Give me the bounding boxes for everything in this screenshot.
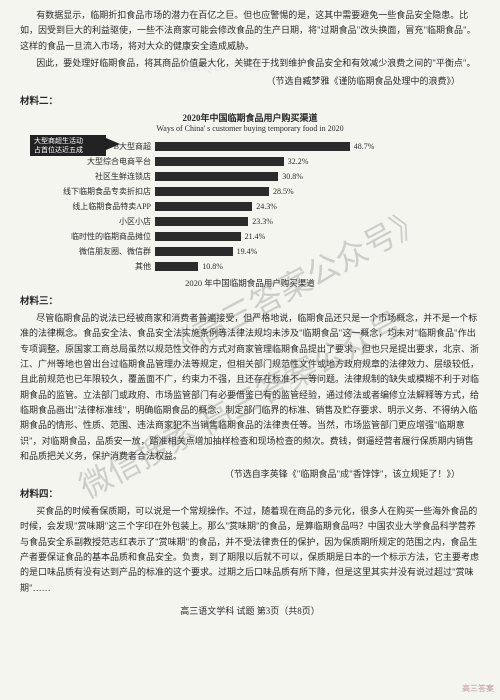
corner-watermark: 高三答案 (462, 683, 494, 694)
chart-bar (155, 217, 248, 226)
intro-p1: 有数据显示，临期折扣食品市场的潜力在百亿之巨。但也应警惕的是，这其中需要避免一些… (20, 8, 480, 54)
section3-cite: （节选自李英锋《"临期食品"成"香饽饽"，该立规矩了！》） (20, 467, 460, 480)
chart-label: 社区生鲜连锁店 (50, 171, 155, 182)
chart-bar (155, 187, 269, 196)
chart-value: 24.3% (256, 202, 277, 211)
chart: 2020年中国临期食品用户购买渠道 Ways of China' s custo… (50, 111, 450, 289)
chart-row: 其他 10.8% (50, 259, 450, 274)
chart-bar (155, 142, 350, 151)
section3-label: 材料三： (20, 293, 480, 307)
chart-row: 社区生鲜连锁店 30.8% (50, 169, 450, 184)
chart-label: 小区小店 (50, 216, 155, 227)
page-footer: 高三语文学科 试题 第3页（共8页） (20, 604, 480, 617)
chart-row: 小区小店 23.3% (50, 214, 450, 229)
chart-label: 线上临期食品特卖APP (50, 201, 155, 212)
chart-caption: 2020 年中国临期食品用户购买渠道 (50, 277, 450, 289)
chart-label: 其他 (50, 261, 155, 272)
chart-row: 线上临期食品特卖APP 24.3% (50, 199, 450, 214)
chart-bar (155, 232, 241, 241)
chart-bar (155, 262, 198, 271)
chart-row: 临时性的临期商品摊位 21.4% (50, 229, 450, 244)
chart-value: 19.4% (237, 247, 258, 256)
chart-label: 临时性的临期商品摊位 (50, 231, 155, 242)
chart-row: 线下临期食品专卖折扣店 28.5% (50, 184, 450, 199)
section3-p1: 尽管临期食品的说法已经被商家和消费者普遍接受，但严格地说，临期食品还只是一个市场… (20, 311, 480, 464)
intro-cite: （节选自臧梦雅《谨防临期食品处理中的浪费》） (20, 74, 460, 87)
chart-annotation: 大型商超生活动 占首位达近五成 (30, 135, 106, 156)
chart-bar (155, 247, 233, 256)
chart-label: 线下临期食品专卖折扣店 (50, 186, 155, 197)
chart-title: 2020年中国临期食品用户购买渠道 (50, 111, 450, 124)
chart-value: 23.3% (252, 217, 273, 226)
site-watermark: MXQE.COM (60, 560, 142, 575)
chart-bar (155, 172, 278, 181)
section4-p1: 买食品的时候看保质期，可以说是一个常规操作。不过，随着现在商品的多元化，很多人在… (20, 504, 480, 596)
chart-label: 微信朋友圈、微信群 (50, 246, 155, 257)
chart-value: 30.8% (282, 172, 303, 181)
chart-value: 21.4% (245, 232, 266, 241)
chart-row: 微信朋友圈、微信群 19.4% (50, 244, 450, 259)
chart-subtitle: Ways of China' s customer buying tempora… (50, 124, 450, 133)
site-watermark: MXQE.COM (180, 60, 262, 75)
section2-label: 材料二： (20, 93, 480, 107)
chart-value: 48.7% (354, 142, 375, 151)
chart-bar (155, 202, 252, 211)
chart-value: 32.2% (288, 157, 309, 166)
chart-value: 10.8% (202, 262, 223, 271)
chart-label: 大型综合电商平台 (50, 156, 155, 167)
chart-bar (155, 157, 284, 166)
arrow-icon (106, 138, 120, 150)
chart-row: 大型综合电商平台 32.2% (50, 154, 450, 169)
section4-label: 材料四： (20, 486, 480, 500)
chart-value: 28.5% (273, 187, 294, 196)
